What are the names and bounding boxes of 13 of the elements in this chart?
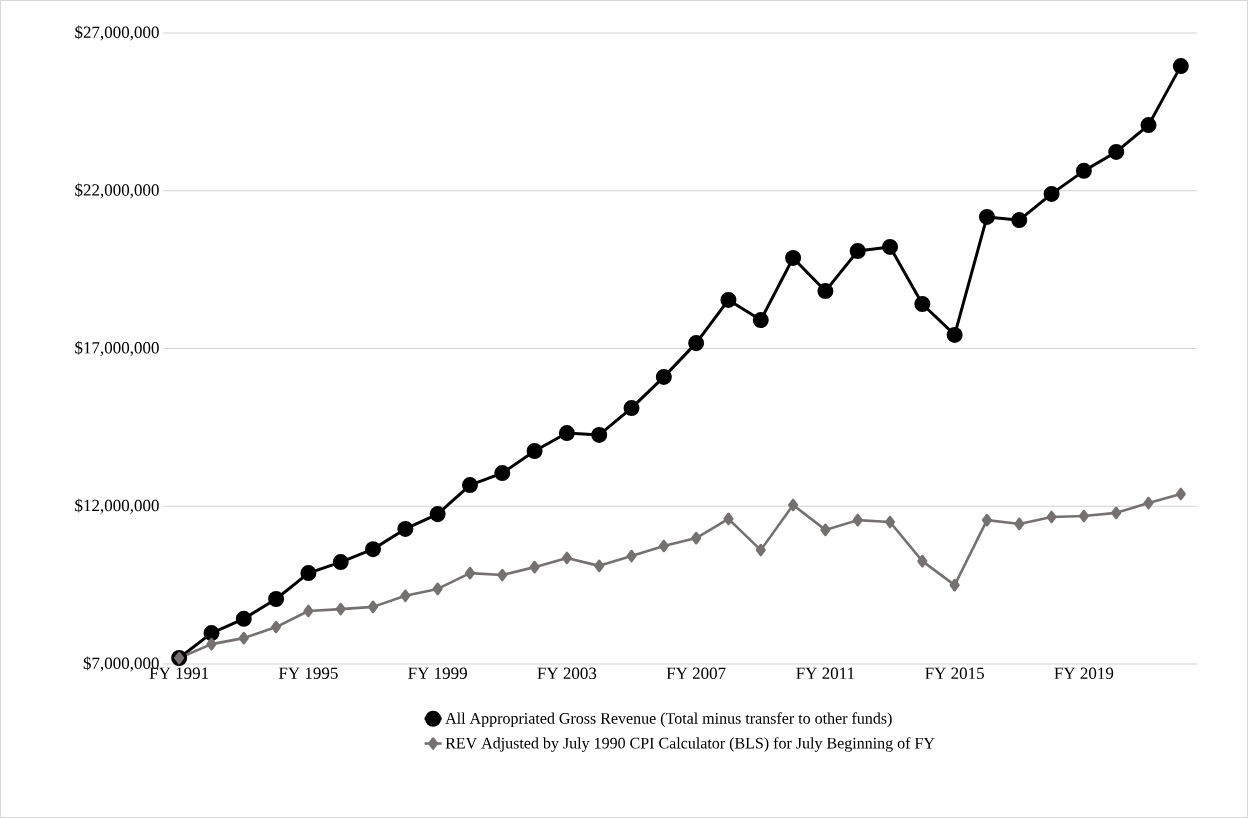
y-tick-label: $12,000,000 xyxy=(75,498,159,514)
x-tick-label: FY 2003 xyxy=(537,667,597,679)
y-tick-label: $22,000,000 xyxy=(75,183,159,199)
x-tick-label: FY 1999 xyxy=(408,667,467,679)
x-tick-label: FY 2007 xyxy=(666,667,726,679)
x-tick-label: FY 2015 xyxy=(925,667,984,679)
legend-label: All Appropriated Gross Revenue (Total minus transfer to other funds) xyxy=(445,712,892,728)
y-tick-label: $27,000,000 xyxy=(75,25,159,41)
legend-label: REV Adjusted by July 1990 CPI Calculator (BLS) for July Beginning of FY xyxy=(445,737,935,752)
x-tick-label: FY 1995 xyxy=(278,667,338,679)
y-tick-label: $17,000,000 xyxy=(75,341,159,356)
x-tick-label: FY 2011 xyxy=(796,667,855,679)
x-tick-label: FY 2019 xyxy=(1054,667,1114,679)
